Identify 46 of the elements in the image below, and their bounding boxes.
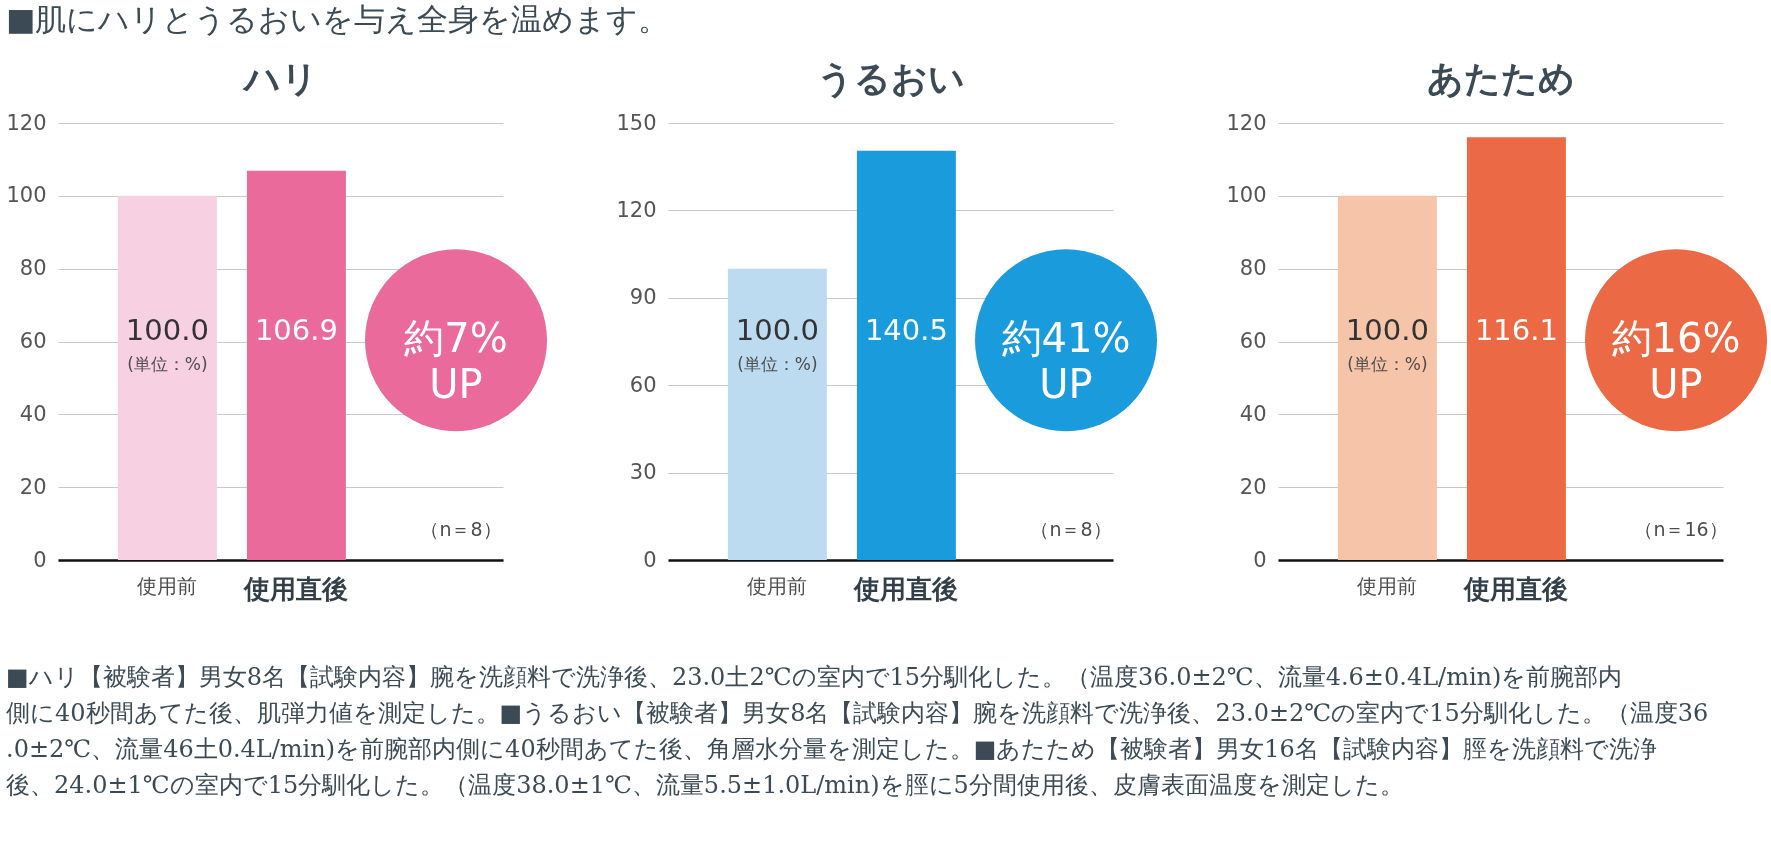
data-label: 100.0 [1345,312,1429,347]
y-tick-label: 60 [19,329,47,353]
y-tick-label: 120 [6,110,47,135]
y-tick-label: 0 [643,547,657,572]
y-tick-label: 120 [616,197,657,222]
x-tick-label: 使用直後 [853,573,959,604]
x-tick-label: 使用前 [1357,573,1418,598]
text: 約41% UP [1001,315,1131,408]
data-label: 100.0 [735,312,819,347]
data-label: 116.1 [1474,312,1558,347]
y-tick-label: 20 [19,474,47,499]
y-tick-label: 150 [616,110,657,135]
text: 約7% UP [404,315,508,408]
annotation: (単位：%) [1347,353,1428,374]
text: （n＝8） [1030,518,1112,540]
text: ■ハリ【被験者】男女8名【試験内容】腕を洗顔料で洗浄後、23.0土2℃の室内で15分馴化した。（温度36.0±2℃、流量4.6±0.4L/min)を前腕部内側に40秒間あてた後、肌弾力値を測定した。■うるおい【被験者】男女8名【試験内容】腕を洗顔料で洗浄後、23.0±2℃の室内で15分馴化した。（温度36.0±2℃、流量46土0.4L/min)を前腕部内側に40秒間あてた後、角層水分量を測定した。■あたため【被験者】男女16名【試験内容】脛を洗顔料で洗浄後、24.0±1℃の室内で15分馴化した。（温度38.0±1℃、流量5.5±1.0L/min)を脛に5分間使用後、皮膚表面温度を測定した。 [6,663,1709,799]
text: （n＝16） [1634,518,1728,540]
y-tick-label: 30 [629,460,657,485]
data-label: 140.5 [864,312,948,347]
chart-title: あたため [1426,58,1575,99]
y-tick-label: 0 [1253,547,1267,572]
chart-title: うるおい [816,58,965,99]
y-tick-label: 60 [629,372,657,397]
y-tick-label: 80 [19,256,47,281]
data-label: 100.0 [125,312,209,347]
y-tick-label: 90 [629,285,657,310]
y-tick-label: 100 [1226,183,1267,208]
x-tick-label: 使用前 [137,573,198,598]
x-tick-label: 使用前 [747,573,808,598]
x-tick-label: 使用直後 [243,573,349,604]
text: 約16% UP [1611,315,1741,408]
y-tick-label: 40 [1239,401,1267,426]
y-tick-label: 60 [1239,329,1267,353]
text: ■肌にハリとうるおいを与え全身を温めます。 [6,1,670,37]
y-tick-label: 40 [19,401,47,426]
annotation: (単位：%) [127,353,208,374]
y-tick-label: 80 [1239,256,1267,281]
x-tick-label: 使用直後 [1463,573,1569,604]
data-label: 106.9 [254,312,338,347]
y-tick-label: 20 [1239,474,1267,499]
text: （n＝8） [420,518,502,540]
y-tick-label: 120 [1226,110,1267,135]
annotation: (単位：%) [737,353,818,374]
y-tick-label: 0 [33,547,47,572]
y-tick-label: 100 [6,183,47,208]
chart-title: ハリ [241,58,318,99]
